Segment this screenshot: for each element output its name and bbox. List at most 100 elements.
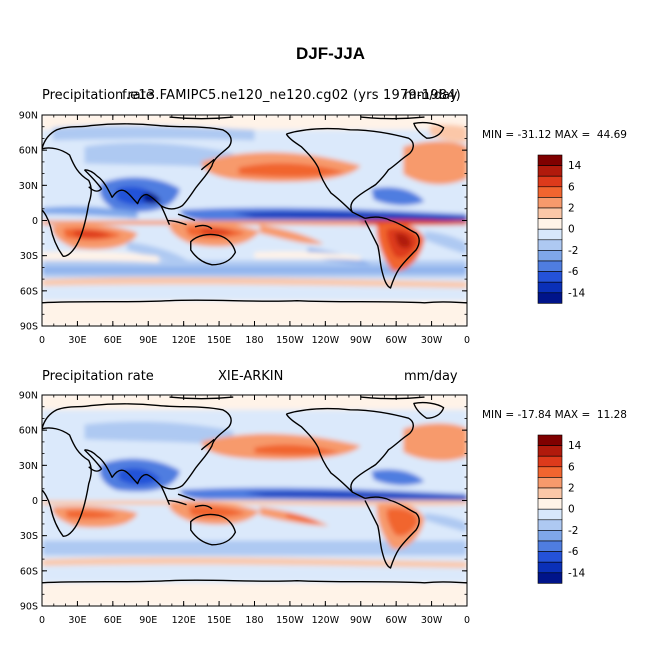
panel2-colorbar-label: -6 bbox=[568, 546, 579, 558]
panel1-lon-label: 30W bbox=[421, 335, 443, 346]
panel1-colorbar-swatch bbox=[537, 271, 563, 283]
panel1-colorbar-swatch bbox=[537, 154, 563, 166]
panel1-colorbar-label: -6 bbox=[568, 266, 579, 278]
panel1-center-label: f.e13.FAMIPC5.ne120_ne120.cg02 (yrs 1979… bbox=[122, 88, 461, 103]
panel2-colorbar-swatch bbox=[537, 540, 563, 552]
panel2-lon-label: 120E bbox=[172, 615, 196, 626]
panel2-center-label: XIE-ARKIN bbox=[218, 369, 284, 384]
panel1-colorbar-swatch bbox=[537, 218, 563, 230]
panel1-lon-label: 60W bbox=[385, 335, 407, 346]
panel1-min-max: MIN = -31.12 MAX = 44.69 bbox=[482, 129, 627, 141]
panel1-left-label: Precipitation rate bbox=[42, 88, 154, 103]
panel2-colorbar-label: 14 bbox=[568, 440, 582, 452]
panel1-right-label: mm/day bbox=[404, 88, 458, 103]
panel2-lon-label: 0 bbox=[464, 615, 470, 626]
panel1-lon-label: 90W bbox=[350, 335, 372, 346]
panel1-colorbar-swatch bbox=[537, 186, 563, 198]
panel2-colorbar-swatch bbox=[537, 455, 563, 468]
panel2-colorbar-label: -14 bbox=[568, 567, 585, 579]
panel1-lon-label: 180 bbox=[245, 335, 263, 346]
panel2-colorbar-label: 0 bbox=[568, 504, 575, 516]
panel2-lon-label: 180 bbox=[245, 615, 263, 626]
panel1-lon-label: 150W bbox=[276, 335, 304, 346]
panel1-lat-label: 30N bbox=[19, 181, 38, 192]
panel1-colorbar: 14 6 2 0 -2 -6 -14 bbox=[537, 154, 585, 304]
panel1-colorbar-swatch bbox=[537, 165, 563, 177]
panel2-colorbar-swatch bbox=[537, 561, 563, 574]
panel2-lat-label: 90N bbox=[19, 391, 38, 402]
panel1-lon-label: 0 bbox=[39, 335, 45, 346]
panel1-lon-label: 120W bbox=[312, 335, 340, 346]
panel1-colorbar-swatch bbox=[537, 292, 563, 304]
panel2-lat-label: 60N bbox=[19, 426, 38, 437]
panel2-colorbar-swatch bbox=[537, 434, 563, 446]
panel1-lon-label: 60E bbox=[104, 335, 122, 346]
panel2-colorbar: 14 6 2 0 -2 -6 -14 bbox=[537, 434, 585, 584]
panel1-lat-label: 30S bbox=[20, 251, 38, 262]
panel2-colorbar-swatch bbox=[537, 551, 563, 563]
panel2-coastlines bbox=[42, 396, 467, 584]
panel1-coastlines bbox=[42, 116, 467, 304]
panel1-colorbar-label: 14 bbox=[568, 160, 582, 172]
panel2-colorbar-swatch bbox=[537, 519, 563, 531]
panel1-colorbar-swatch bbox=[537, 260, 563, 272]
panel1-colorbar-swatch bbox=[537, 239, 563, 251]
panel2-colorbar-label: 2 bbox=[568, 483, 575, 495]
panel1-colorbar-label: 6 bbox=[568, 181, 575, 193]
panel2-lat-label: 30N bbox=[19, 461, 38, 472]
panel1-lat-label: 60N bbox=[19, 146, 38, 157]
panel1-colorbar-swatch bbox=[537, 281, 563, 294]
panel2-lon-label: 120W bbox=[312, 615, 340, 626]
panel1-lat-label: 0 bbox=[32, 216, 38, 227]
panel1-lon-label: 90E bbox=[139, 335, 157, 346]
panel1-colorbar-swatch bbox=[537, 228, 563, 241]
panel1-lat-label: 90N bbox=[19, 111, 38, 122]
panel2-lon-label: 150W bbox=[276, 615, 304, 626]
panel1-colorbar-swatch bbox=[537, 197, 563, 209]
panel1-lon-label: 120E bbox=[172, 335, 196, 346]
panel2-lon-label: 30W bbox=[421, 615, 443, 626]
panel1-lat-label: 90S bbox=[20, 322, 38, 333]
panel2-colorbar-swatch bbox=[537, 508, 563, 521]
figure-title: DJF-JJA bbox=[296, 44, 365, 63]
panel1-lat-label: 60S bbox=[20, 286, 38, 297]
panel2-colorbar-swatch bbox=[537, 445, 563, 457]
panel2-colorbar-swatch bbox=[537, 477, 563, 489]
panel2-colorbar-label: -2 bbox=[568, 525, 578, 537]
panel2-left-label: Precipitation rate bbox=[42, 369, 154, 384]
panel2-lon-label: 90W bbox=[350, 615, 372, 626]
panel1-lon-label: 150E bbox=[207, 335, 231, 346]
panel2-lon-label: 60E bbox=[104, 615, 122, 626]
panel1-lon-label: 30E bbox=[68, 335, 86, 346]
panel2-colorbar-swatch bbox=[537, 498, 563, 510]
panel2-lon-label: 150E bbox=[207, 615, 231, 626]
panel2-lat-label: 30S bbox=[20, 531, 38, 542]
panel2-lat-label: 0 bbox=[32, 496, 38, 507]
panel2-colorbar-swatch bbox=[537, 530, 563, 542]
panel2-colorbar-swatch bbox=[537, 487, 563, 499]
panel1-colorbar-label: -14 bbox=[568, 287, 585, 299]
panel1-colorbar-swatch bbox=[537, 175, 563, 188]
panel2-lat-label: 90S bbox=[20, 602, 38, 613]
panel2-lon-label: 60W bbox=[385, 615, 407, 626]
panel2-lat-label: 60S bbox=[20, 566, 38, 577]
panel2-lon-label: 30E bbox=[68, 615, 86, 626]
panel2-lon-label: 0 bbox=[39, 615, 45, 626]
panel1-colorbar-swatch bbox=[537, 250, 563, 262]
panel2-min-max: MIN = -17.84 MAX = 11.28 bbox=[482, 409, 627, 421]
panel1-colorbar-label: -2 bbox=[568, 245, 578, 257]
panel2-right-label: mm/day bbox=[404, 369, 458, 384]
panel2-colorbar-label: 6 bbox=[568, 461, 575, 473]
panel1-colorbar-swatch bbox=[537, 207, 563, 219]
panel1-lon-label: 0 bbox=[464, 335, 470, 346]
panel2-colorbar-swatch bbox=[537, 466, 563, 478]
panel2-colorbar-swatch bbox=[537, 572, 563, 584]
panel1-colorbar-label: 2 bbox=[568, 203, 575, 215]
panel1-colorbar-label: 0 bbox=[568, 224, 575, 236]
panel2-lon-label: 90E bbox=[139, 615, 157, 626]
